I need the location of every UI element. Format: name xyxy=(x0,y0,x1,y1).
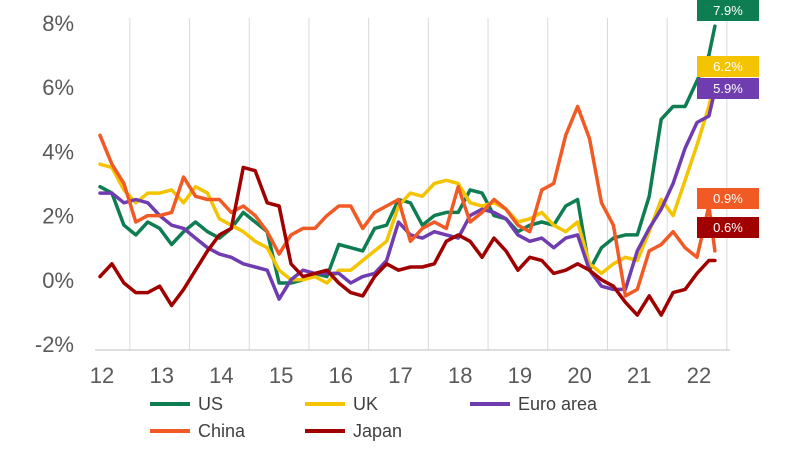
x-tick-label: 12 xyxy=(90,363,114,388)
end-label-text-euro-area: 5.9% xyxy=(713,81,743,96)
legend-label: US xyxy=(198,393,224,414)
legend-item-china: China xyxy=(150,420,245,442)
x-tick-label: 13 xyxy=(149,363,173,388)
x-tick-label: 14 xyxy=(209,363,233,388)
legend: US UK Euro area China Japan xyxy=(150,393,710,443)
y-tick-label: 6% xyxy=(42,75,74,100)
y-tick-label: 0% xyxy=(42,268,74,293)
x-tick-label: 20 xyxy=(567,363,591,388)
y-axis-tick-labels: -2% 0% 2% 4% 6% 8% xyxy=(35,11,74,357)
legend-swatch xyxy=(305,402,345,406)
end-label-badge-euro-area xyxy=(697,78,759,99)
end-label-badge-us xyxy=(697,0,759,21)
legend-label: UK xyxy=(353,393,379,414)
legend-item-uk: UK xyxy=(305,393,378,415)
x-tick-label: 16 xyxy=(329,363,353,388)
x-tick-label: 17 xyxy=(388,363,412,388)
legend-item-japan: Japan xyxy=(305,420,402,442)
series-line-china xyxy=(98,104,717,298)
end-label-text-china: 0.9% xyxy=(713,191,743,206)
x-axis-tick-labels: 12 13 14 15 16 17 18 19 20 21 22 xyxy=(90,363,711,388)
legend-label: Japan xyxy=(353,420,403,441)
end-label-text-us: 7.9% xyxy=(713,3,743,18)
end-label-text-japan: 0.6% xyxy=(713,220,743,235)
series-line-us xyxy=(98,24,717,285)
legend-swatch xyxy=(150,402,190,406)
series-line-japan xyxy=(98,165,717,317)
x-tick-label: 21 xyxy=(627,363,651,388)
y-tick-label: 8% xyxy=(42,11,74,36)
legend-swatch xyxy=(305,429,345,433)
end-value-labels: 7.9% 6.2% 5.9% 0.9% 0.6% xyxy=(697,0,759,238)
series-lines xyxy=(98,24,717,317)
series-line-uk xyxy=(98,79,717,285)
end-label-badge-uk xyxy=(697,56,759,77)
x-tick-label: 18 xyxy=(448,363,472,388)
legend-item-us: US xyxy=(150,393,223,415)
y-tick-label: -2% xyxy=(35,332,74,357)
legend-swatch xyxy=(150,429,190,433)
x-tick-label: 15 xyxy=(269,363,293,388)
legend-swatch xyxy=(470,402,510,406)
y-tick-label: 2% xyxy=(42,204,74,229)
x-tick-label: 19 xyxy=(508,363,532,388)
end-label-badge-japan xyxy=(697,217,759,238)
x-tick-label: 22 xyxy=(687,363,711,388)
vertical-gridlines xyxy=(129,18,728,350)
end-label-badge-china xyxy=(697,188,759,209)
end-label-text-uk: 6.2% xyxy=(713,59,743,74)
legend-label: China xyxy=(198,420,246,441)
legend-label: Euro area xyxy=(518,393,598,414)
y-tick-label: 4% xyxy=(42,139,74,164)
legend-item-euro-area: Euro area xyxy=(470,393,597,415)
